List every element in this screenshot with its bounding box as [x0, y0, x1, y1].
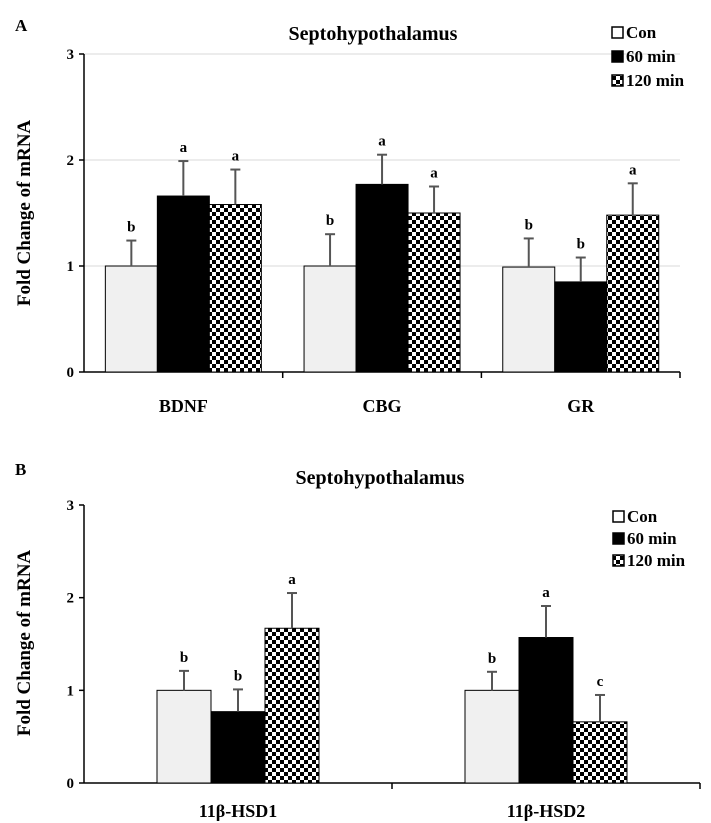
panel-b-bar: [264, 627, 320, 784]
panel-a-significance-label: b: [127, 220, 135, 236]
panel-b-legend-label: 60 min: [627, 529, 677, 548]
panel-a-bar: [104, 265, 158, 373]
panel-b-y-tick-label: 2: [67, 591, 75, 607]
panel-b-significance-label: c: [597, 674, 604, 690]
panel-a-y-tick-label: 0: [67, 365, 75, 381]
panel-a-bar: [407, 212, 461, 373]
panel-a-bar: [156, 195, 210, 373]
panel-b-significance-label: b: [180, 650, 188, 666]
panel-b-bar: [156, 689, 212, 784]
panel-b-bar: [572, 721, 628, 784]
panel-a-bar: [502, 266, 556, 373]
panel-a-significance-label: b: [525, 217, 533, 233]
panel-a-significance-label: b: [577, 237, 585, 253]
panel-b-significance-label: a: [542, 585, 550, 601]
panel-b-y-tick-label: 1: [67, 683, 75, 699]
panel-a-legend-label: 120 min: [626, 71, 685, 90]
panel-a-significance-label: a: [232, 149, 240, 165]
panel-a-chart: 0 1 2 3 BDNF CBG GR b a a b a a b b a Con 60 min 120 min: [67, 23, 685, 416]
panel-a-legend-swatch: [611, 74, 624, 87]
panel-b-bar: [518, 637, 574, 784]
panel-a-significance-label: a: [180, 140, 188, 156]
panel-a-bar: [208, 204, 262, 373]
panel-a-y-tick-label: 2: [67, 153, 75, 169]
panel-a-significance-label: b: [326, 213, 334, 229]
panel-b-significance-label: a: [288, 572, 296, 588]
panel-b-legend-swatch: [612, 532, 625, 545]
panel-b-significance-label: b: [234, 668, 242, 684]
panel-a-significance-label: a: [430, 166, 438, 182]
panel-a-bar: [355, 183, 409, 373]
panel-a-legend-swatch: [611, 26, 624, 39]
panel-b-category-label: 11β-HSD1: [199, 801, 278, 821]
panel-b-legend-label: 120 min: [627, 551, 686, 570]
panel-a-legend-label: Con: [626, 23, 657, 42]
panel-b-legend-label: Con: [627, 507, 658, 526]
panel-b-bar: [210, 711, 266, 784]
panel-b-y-tick-label: 3: [67, 498, 75, 514]
panel-a-letter: A: [15, 16, 28, 35]
panel-a-bar: [554, 281, 608, 373]
panel-a-category-label: CBG: [363, 396, 402, 416]
panel-b-category-label: 11β-HSD2: [507, 801, 586, 821]
panel-b-y-tick-label: 0: [67, 776, 75, 792]
panel-b-legend-swatch: [612, 554, 625, 567]
panel-a-significance-label: a: [378, 134, 386, 150]
panel-b-significance-label: b: [488, 651, 496, 667]
panel-b-legend-swatch: [612, 510, 625, 523]
panel-b-chart: 0 1 2 3 11β-HSD1 11β-HSD2 b b a b a c Con 60 min 120 m…: [67, 498, 701, 821]
panel-a-bar: [303, 265, 357, 373]
panel-a-significance-label: a: [629, 162, 637, 178]
panel-a-category-label: GR: [567, 396, 595, 416]
panel-a-bar: [606, 214, 660, 373]
panel-b-title: Septohypothalamus: [296, 467, 465, 489]
panel-a-category-label: BDNF: [159, 396, 208, 416]
panel-a-y-tick-label: 3: [67, 47, 75, 63]
panel-a-y-axis-label: Fold Change of mRNA: [14, 120, 35, 307]
panel-b-bar: [464, 689, 520, 784]
panel-a-legend-label: 60 min: [626, 47, 676, 66]
panel-a-title: Septohypothalamus: [289, 23, 458, 45]
panel-b-y-axis-label: Fold Change of mRNA: [14, 550, 35, 737]
panel-a-y-tick-label: 1: [67, 259, 75, 275]
panel-b-letter: B: [15, 460, 26, 479]
panel-a-legend-swatch: [611, 50, 624, 63]
